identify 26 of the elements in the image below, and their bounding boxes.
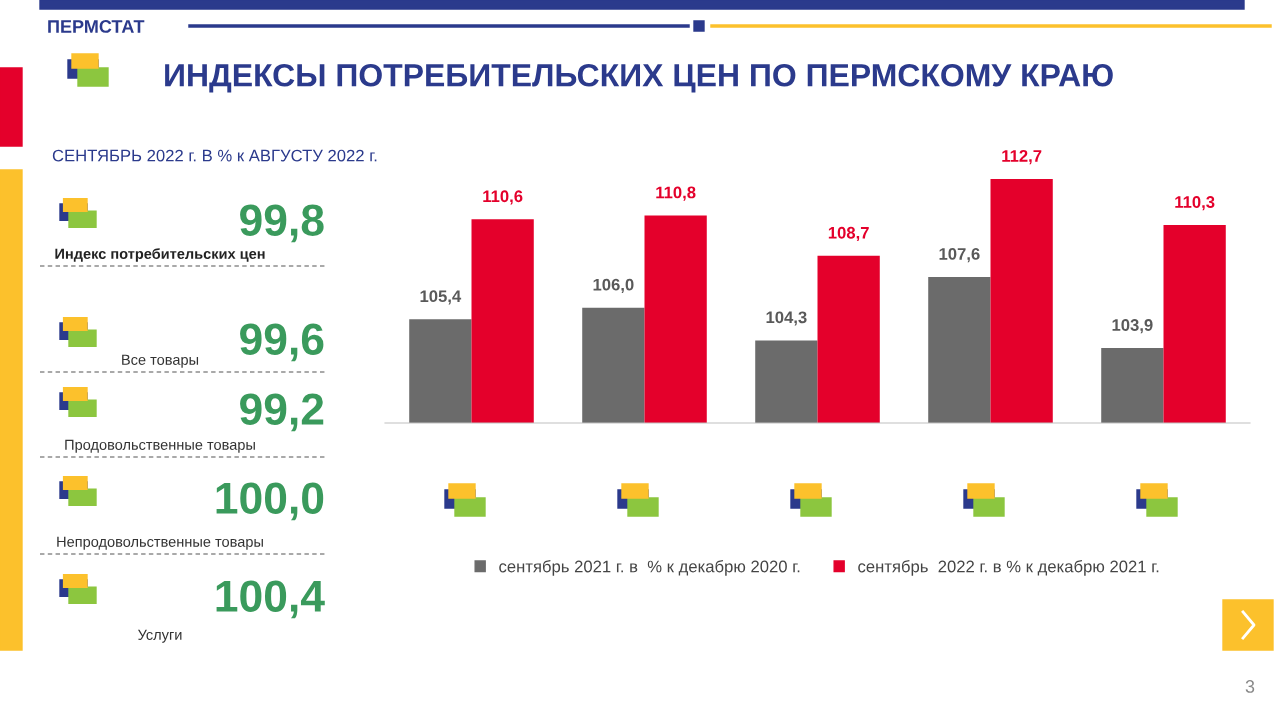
text: 99,8 bbox=[240, 204, 324, 243]
text: Индекс потребительских цен bbox=[55, 248, 265, 262]
text: Все товары bbox=[122, 354, 199, 368]
text: Непродовольственные товары bbox=[57, 536, 263, 550]
legend-label: сентябрь 2022 г. в % к декабрю 2021 г. bbox=[858, 560, 1159, 576]
data-label: 107,6 bbox=[939, 248, 980, 263]
text: 99,6 bbox=[240, 323, 324, 362]
data-label: 105,4 bbox=[420, 290, 462, 305]
text: 99,2 bbox=[240, 393, 324, 432]
data-label: 110,8 bbox=[656, 186, 696, 201]
text: ПЕРМСТАТ bbox=[48, 20, 145, 33]
text: 3 bbox=[1245, 680, 1255, 693]
data-label: 112,7 bbox=[1002, 150, 1042, 165]
text: СЕНТЯБРЬ 2022 г. В % к АВГУСТУ 2022 г. bbox=[52, 149, 377, 162]
data-label: 110,3 bbox=[1175, 196, 1215, 211]
text: ИНДЕКСЫ ПОТРЕБИТЕЛЬСКИХ ЦЕН ПО ПЕРМСКОМУ КРАЮ bbox=[165, 63, 1113, 93]
data-label: 110,6 bbox=[483, 190, 523, 205]
data-label: 108,7 bbox=[828, 226, 869, 242]
data-label: 104,3 bbox=[766, 311, 807, 326]
text: 100,0 bbox=[216, 482, 324, 521]
data-label: 106,0 bbox=[593, 278, 634, 293]
text: Продовольственные товары bbox=[65, 439, 255, 453]
legend-label: сентябрь 2021 г. в % к декабрю 2020 г. bbox=[499, 560, 800, 576]
text: 100,4 bbox=[216, 580, 325, 619]
text: Услуги bbox=[137, 629, 182, 643]
data-label: 103,9 bbox=[1112, 319, 1153, 334]
